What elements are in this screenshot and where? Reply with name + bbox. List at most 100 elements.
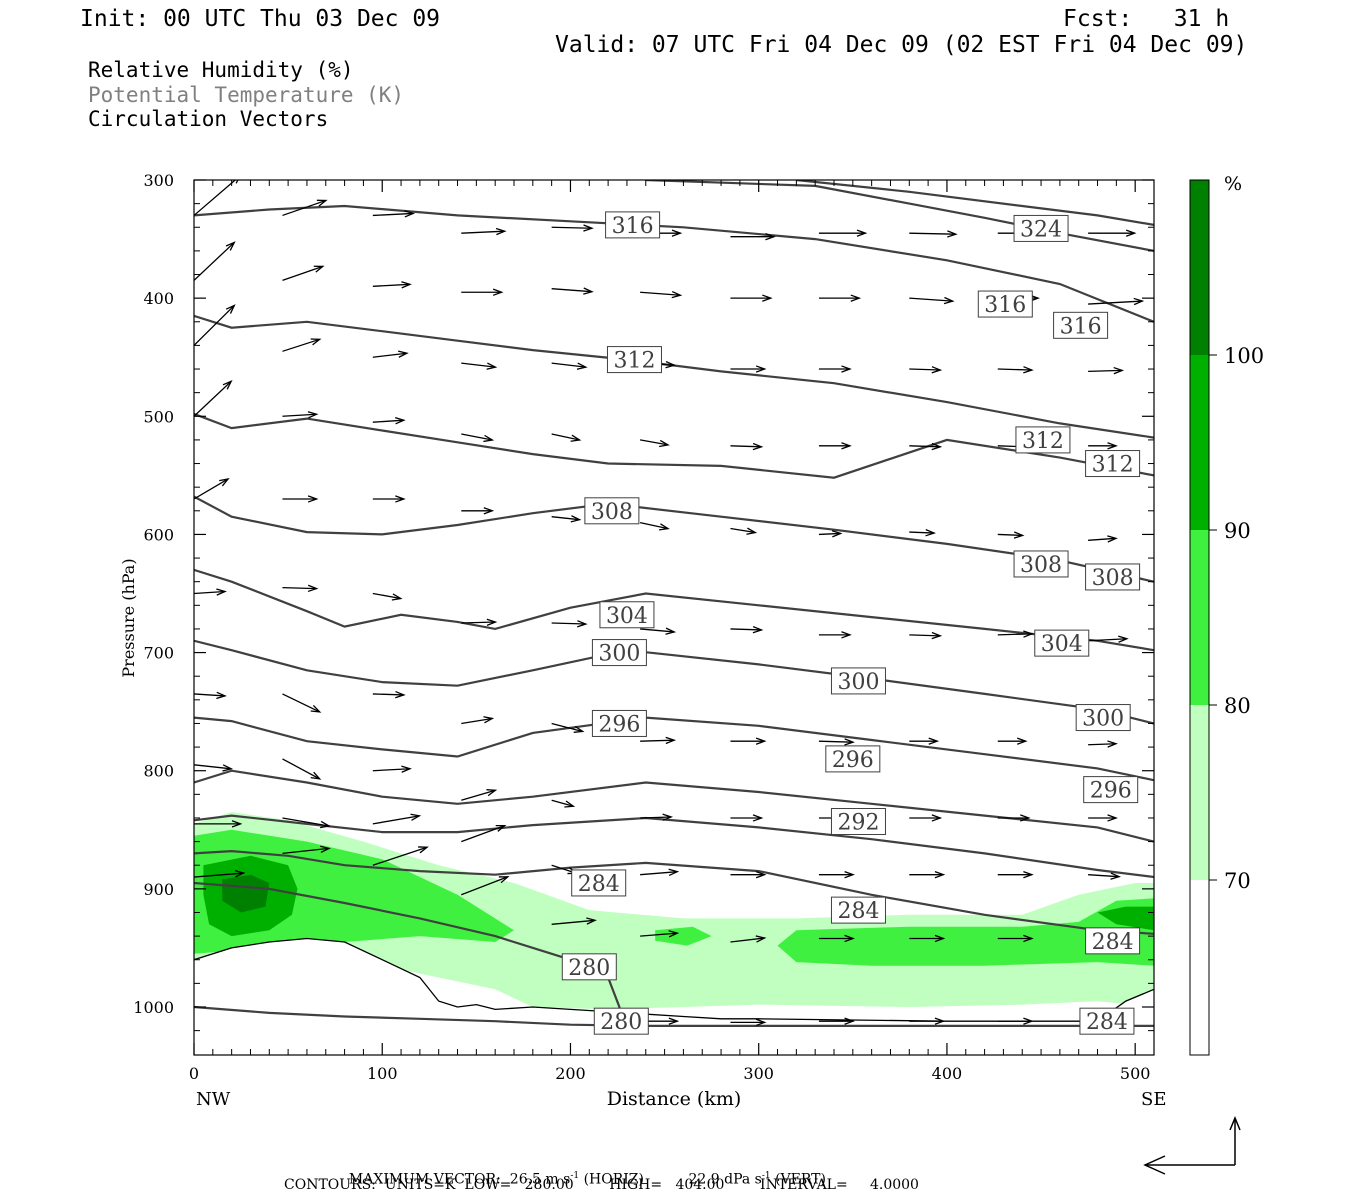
theta-label: 308 [1013, 550, 1069, 578]
circulation-vector [818, 1017, 855, 1025]
theta-contour-312 [194, 314, 1154, 439]
circulation-vector [909, 230, 958, 238]
circulation-vector [909, 814, 943, 822]
y-tick-label: 600 [143, 525, 174, 544]
circulation-vector [818, 870, 855, 879]
colorbar-segment [1190, 705, 1209, 880]
field-vectors-title: Circulation Vectors [88, 107, 329, 131]
circulation-vector [909, 1017, 946, 1025]
theta-contour-280 [194, 1005, 1154, 1028]
circulation-vector [1088, 297, 1145, 306]
circulation-vector [372, 846, 429, 866]
horiz-value: 26.5 m s [509, 1171, 571, 1188]
theta-label: 316 [977, 290, 1033, 318]
y-tick-label: 900 [143, 880, 174, 899]
circulation-vector [909, 631, 943, 640]
circulation-vector [730, 442, 764, 451]
circulation-vector [194, 180, 239, 216]
circulation-vector [640, 627, 677, 635]
theta-contour-284 [194, 849, 1154, 935]
circulation-vector [640, 930, 680, 938]
circulation-vector [640, 736, 677, 745]
theta-label-text: 292 [837, 811, 879, 836]
theta-contour-312 [194, 412, 1154, 479]
circulation-vector [818, 365, 852, 373]
circulation-vector [461, 716, 495, 725]
theta-contour-324 [645, 180, 1154, 252]
theta-contour-328 [796, 180, 1154, 226]
theta-label: 280 [561, 953, 617, 981]
circulation-vector [1088, 442, 1118, 450]
colorbar-segment [1190, 530, 1209, 705]
x-tick-label: 200 [555, 1064, 586, 1083]
theta-label: 284 [1085, 927, 1141, 955]
theta-label-text: 296 [598, 712, 640, 737]
contours-note: CONTOURS: UNITS=K LOW= 280.00 HIGH= 404.… [284, 1177, 919, 1193]
circulation-vector [194, 588, 227, 596]
theta-label: 304 [599, 601, 655, 629]
circulation-vector [730, 365, 767, 373]
circulation-vector [1088, 229, 1137, 237]
circulation-vector [461, 789, 498, 801]
theta-contour-296 [194, 716, 1154, 782]
circulation-vector [909, 296, 955, 305]
theta-label-text: 316 [984, 293, 1026, 318]
theta-label: 280 [593, 1007, 649, 1035]
theta-contour-280 [194, 881, 621, 1019]
theta-label-text: 284 [1092, 930, 1134, 955]
theta-label-text: 316 [612, 214, 654, 239]
circulation-vector [1088, 740, 1118, 748]
theta-label: 312 [1085, 450, 1141, 478]
theta-contour-308 [194, 495, 1154, 583]
theta-contour-300 [194, 639, 1154, 725]
colorbar-segment [1190, 880, 1209, 1055]
circulation-vector [372, 281, 412, 289]
theta-label-text: 300 [1082, 707, 1124, 732]
circulation-vector [194, 820, 243, 828]
circulation-vector [282, 693, 322, 713]
circulation-vector [372, 495, 406, 503]
field-theta-title: Potential Temperature (K) [88, 83, 405, 107]
circulation-vector [194, 241, 236, 281]
circulation-vector [997, 531, 1025, 539]
plot-frame [193, 179, 1155, 1056]
circulation-vector [372, 210, 416, 218]
theta-label: 292 [830, 808, 886, 836]
circulation-vector [909, 870, 946, 879]
horiz-exp: -1 [570, 1171, 580, 1181]
rh-region-100 [222, 874, 270, 913]
theta-label: 304 [1034, 629, 1090, 657]
theta-label: 308 [1085, 563, 1141, 591]
x-tick-label: 100 [367, 1064, 398, 1083]
circulation-vector [730, 1018, 767, 1027]
vert-tag: (VERT) [770, 1171, 826, 1188]
theta-label: 296 [825, 745, 881, 773]
rh-region-80 [777, 898, 1154, 966]
circulation-vector [640, 813, 674, 821]
vert-value: 22.9 dPa s [688, 1171, 762, 1188]
circulation-vector [909, 934, 946, 943]
theta-label: 300 [830, 667, 886, 695]
circulation-vector [639, 521, 670, 531]
x-tick-label: 500 [1120, 1064, 1151, 1083]
reference-vector-icon [1143, 1116, 1241, 1175]
circulation-vector [551, 287, 594, 295]
x-end-label-se: SE [1141, 1089, 1166, 1110]
circulation-vector [818, 631, 852, 639]
theta-label-text: 316 [1060, 314, 1102, 339]
circulation-vector [282, 411, 319, 419]
circulation-vector [730, 935, 767, 943]
circulation-vector [997, 870, 1034, 879]
circulation-vector [551, 433, 582, 442]
theta-label-text: 284 [578, 872, 620, 897]
circulation-vector [997, 366, 1034, 374]
circulation-vector [282, 584, 319, 593]
circulation-vector [282, 199, 328, 217]
circulation-vector [818, 229, 868, 237]
max-vector-label: MAXIMUM VECTOR: [348, 1171, 501, 1188]
theta-label: 316 [605, 211, 661, 239]
rh-region-90 [1097, 906, 1154, 931]
circulation-vector [282, 758, 322, 780]
y-tick-label: 1000 [133, 998, 174, 1017]
